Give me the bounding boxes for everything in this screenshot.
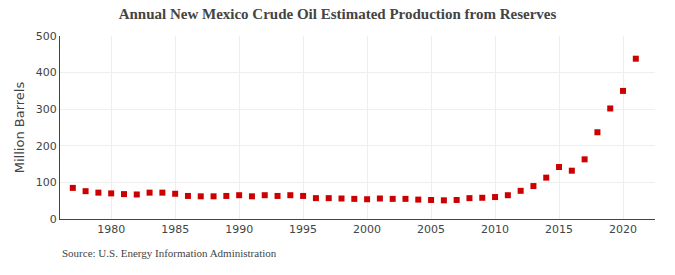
- svg-text:1995: 1995: [289, 223, 317, 236]
- svg-text:1980: 1980: [97, 223, 125, 236]
- svg-text:200: 200: [36, 140, 57, 153]
- svg-text:Source: U.S. Energy Informatio: Source: U.S. Energy Information Administ…: [62, 247, 277, 259]
- svg-text:100: 100: [36, 176, 57, 189]
- svg-text:Million Barrels: Million Barrels: [12, 82, 27, 174]
- svg-text:2020: 2020: [609, 223, 637, 236]
- svg-text:1985: 1985: [161, 223, 189, 236]
- svg-text:2000: 2000: [353, 223, 381, 236]
- svg-text:2005: 2005: [417, 223, 445, 236]
- svg-text:300: 300: [36, 103, 57, 116]
- svg-text:2015: 2015: [545, 223, 573, 236]
- svg-text:500: 500: [36, 30, 57, 43]
- svg-text:Annual New Mexico Crude Oil Es: Annual New Mexico Crude Oil Estimated Pr…: [119, 6, 557, 22]
- svg-text:1990: 1990: [225, 223, 253, 236]
- svg-text:400: 400: [36, 66, 57, 79]
- svg-text:2010: 2010: [481, 223, 509, 236]
- svg-text:0: 0: [50, 213, 57, 226]
